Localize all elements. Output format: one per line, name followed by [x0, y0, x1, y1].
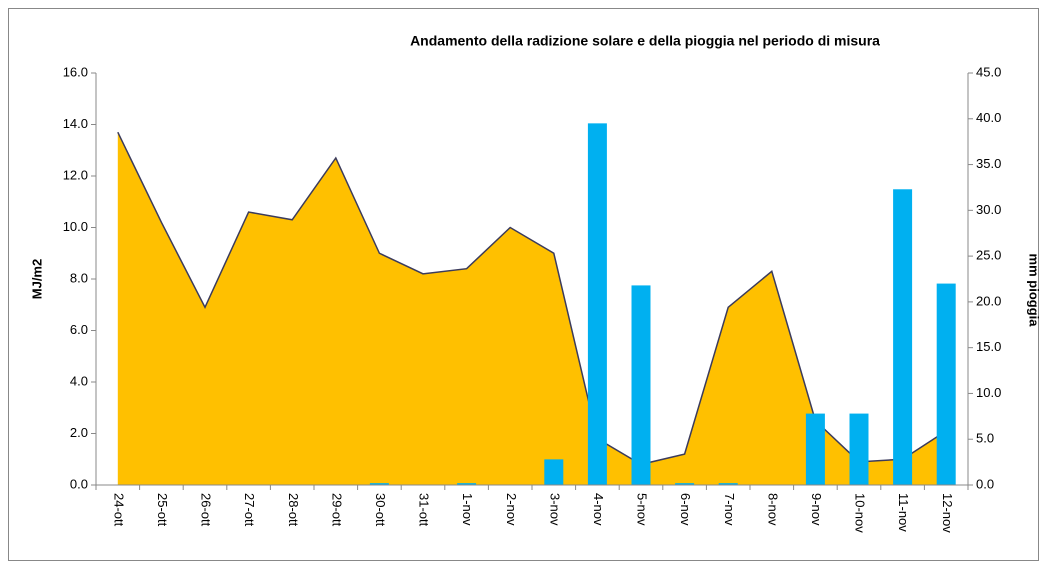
y-axis-label: MJ/m2	[29, 259, 44, 299]
x-tick-label: 25-ott	[155, 493, 170, 527]
bar	[805, 413, 825, 485]
chart-title: Andamento della radizione solare e della…	[410, 33, 880, 49]
y-tick-label: 4.0	[70, 373, 88, 388]
y-tick-label: 6.0	[70, 322, 88, 337]
x-tick-label: 27-ott	[242, 493, 257, 527]
y-tick-label: 0.0	[70, 476, 88, 491]
x-tick-label: 29-ott	[329, 493, 344, 527]
x-tick-label: 8-nov	[765, 493, 780, 526]
bar	[893, 189, 913, 485]
y-tick-label: 12.0	[63, 167, 88, 182]
x-tick-label: 26-ott	[199, 493, 214, 527]
bar	[675, 483, 695, 485]
x-tick-label: 24-ott	[111, 493, 126, 527]
bar	[544, 459, 564, 485]
y2-tick-label: 35.0	[976, 156, 1001, 171]
x-tick-label: 6-nov	[678, 493, 693, 526]
y-tick-label: 14.0	[63, 116, 88, 131]
y-tick-label: 10.0	[63, 219, 88, 234]
y2-tick-label: 25.0	[976, 248, 1001, 263]
x-tick-label: 5-nov	[635, 493, 650, 526]
x-tick-label: 30-ott	[373, 493, 388, 527]
bar	[936, 283, 956, 485]
y2-tick-label: 45.0	[976, 64, 1001, 79]
y2-tick-label: 5.0	[976, 431, 994, 446]
y2-axis-label: mm pioggia	[1027, 254, 1040, 328]
x-tick-label: 31-ott	[417, 493, 432, 527]
bar	[457, 483, 477, 485]
x-tick-label: 12-nov	[940, 493, 955, 533]
y2-tick-label: 30.0	[976, 202, 1001, 217]
x-tick-label: 3-nov	[547, 493, 562, 526]
area	[117, 132, 947, 485]
y2-tick-label: 15.0	[976, 339, 1001, 354]
y2-tick-label: 20.0	[976, 293, 1001, 308]
bar	[849, 413, 869, 485]
y-tick-label: 8.0	[70, 270, 88, 285]
area-line	[117, 131, 947, 466]
bar	[718, 483, 738, 485]
x-tick-label: 2-nov	[504, 493, 519, 526]
x-tick-label: 4-nov	[591, 493, 606, 526]
y2-tick-label: 10.0	[976, 385, 1001, 400]
x-tick-label: 7-nov	[722, 493, 737, 526]
bar	[631, 285, 651, 485]
y-tick-label: 2.0	[70, 425, 88, 440]
x-tick-label: 28-ott	[286, 493, 301, 527]
y-tick-label: 16.0	[63, 64, 88, 79]
bar	[587, 123, 607, 485]
x-tick-label: 11-nov	[896, 493, 911, 532]
x-tick-label: 10-nov	[853, 493, 868, 533]
y2-tick-label: 0.0	[976, 476, 994, 491]
bar	[369, 483, 389, 485]
x-tick-label: 9-nov	[809, 493, 824, 526]
y2-tick-label: 40.0	[976, 110, 1001, 125]
x-tick-label: 1-nov	[460, 493, 475, 526]
